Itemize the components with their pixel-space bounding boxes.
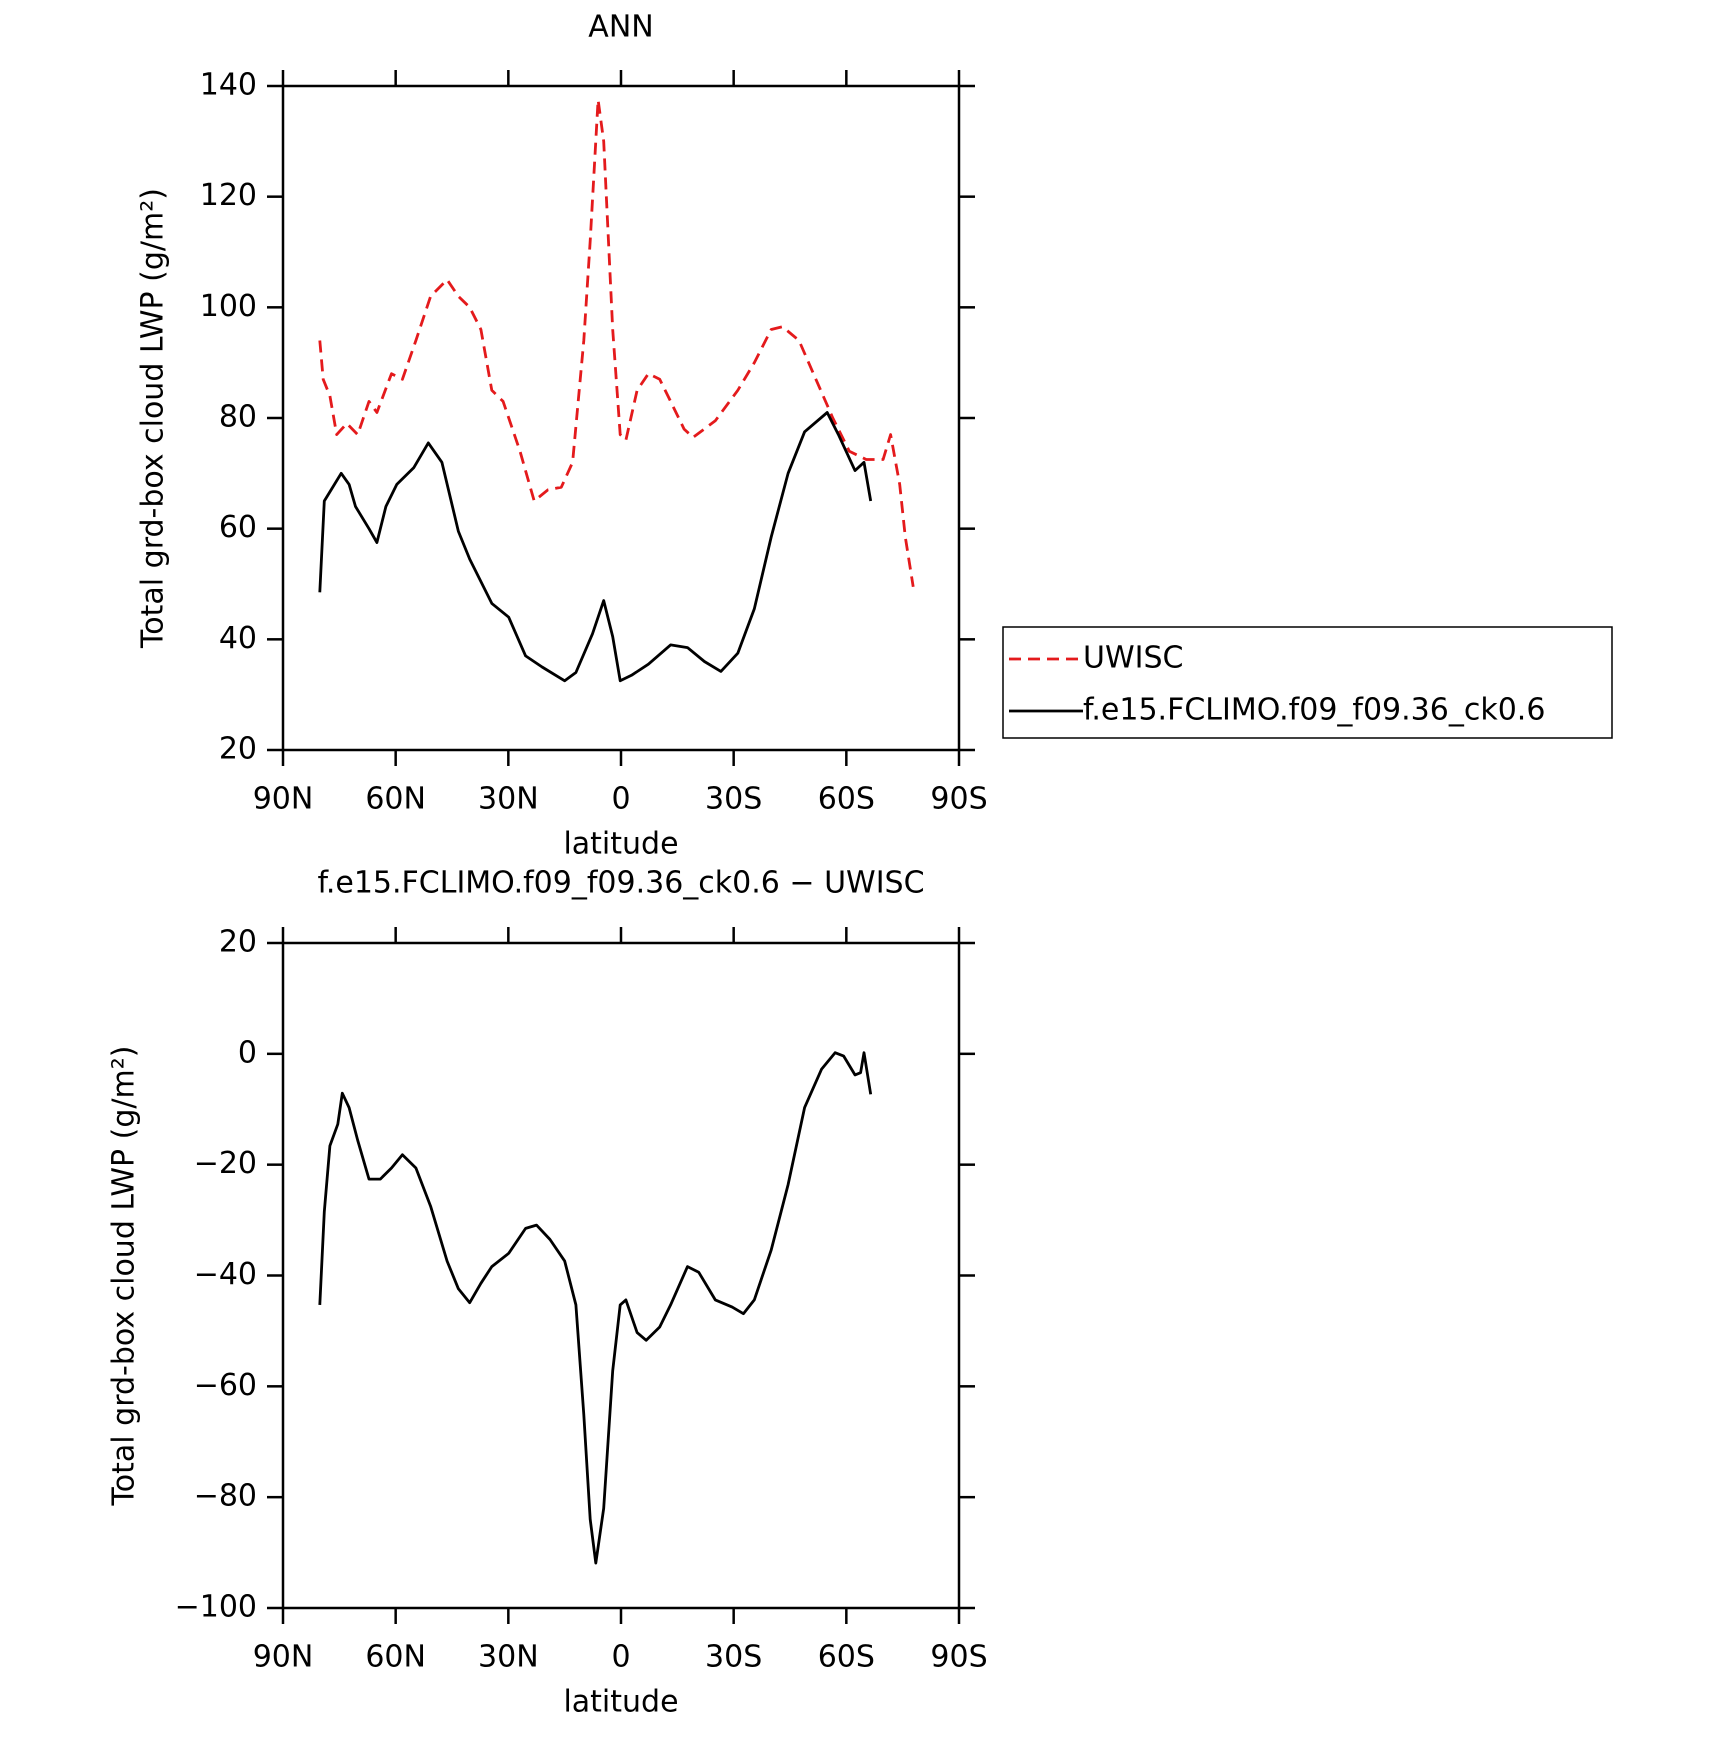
x-tick-label: 0 [611,782,630,817]
chart-title: f.e15.FCLIMO.f09_f09.36_ck0.6 − UWISC [317,866,924,901]
legend-label: f.e15.FCLIMO.f09_f09.36_ck0.6 [1083,693,1545,728]
x-axis-label: latitude [563,1685,678,1720]
x-tick-label: 0 [611,1640,630,1675]
plot-frame [281,941,961,1610]
y-tick-label: 120 [200,178,257,213]
plot-frame [281,84,961,752]
y-tick-label: 40 [219,621,257,656]
legend-box [1002,626,1613,739]
x-tick-label: 30S [705,1640,762,1675]
x-tick-label: 30S [705,782,762,817]
x-tick-label: 60N [365,1640,426,1675]
y-tick-label: 20 [219,732,257,767]
x-tick-label: 60S [818,782,875,817]
y-tick-label: 60 [219,510,257,545]
y-tick-label: −40 [194,1257,257,1292]
x-tick-label: 90N [253,782,314,817]
x-tick-label: 30N [478,782,539,817]
x-tick-label: 60S [818,1640,875,1675]
x-tick-label: 90S [930,782,987,817]
y-tick-label: 0 [238,1035,257,1070]
y-axis-label: Total grd-box cloud LWP (g/m²) [107,1046,142,1507]
y-tick-label: −100 [175,1590,257,1625]
legend-label: UWISC [1083,641,1183,676]
data-line [318,1051,873,1565]
y-tick-label: −80 [194,1479,257,1514]
y-axis-label: Total grd-box cloud LWP (g/m²) [136,188,171,649]
x-tick-label: 90N [253,1640,314,1675]
data-line [318,98,915,588]
x-tick-label: 60N [365,782,426,817]
x-axis-label: latitude [563,827,678,862]
y-tick-label: 100 [200,289,257,324]
y-tick-label: 20 [219,925,257,960]
y-tick-label: 140 [200,68,257,103]
y-tick-label: −20 [194,1146,257,1181]
chart-title: ANN [588,10,653,45]
x-tick-label: 30N [478,1640,539,1675]
y-tick-label: −60 [194,1368,257,1403]
data-line [318,411,873,683]
x-tick-label: 90S [930,1640,987,1675]
y-tick-label: 80 [219,400,257,435]
